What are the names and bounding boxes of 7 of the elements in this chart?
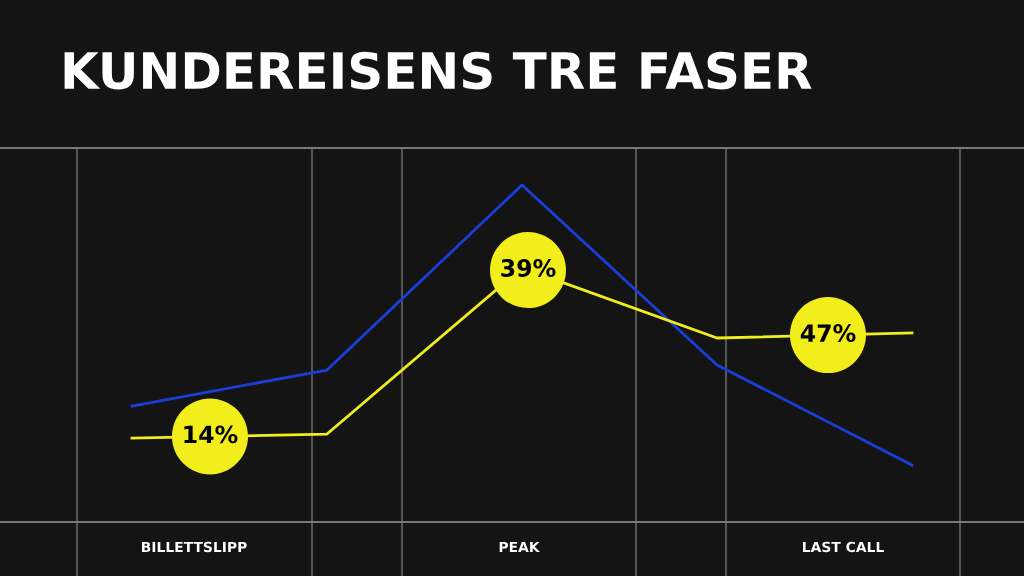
chart-title: KUNDEREISENS TRE FASER bbox=[64, 51, 812, 90]
annotation: 14% bbox=[184, 425, 238, 444]
text: BILLETTSLIPP bbox=[141, 541, 247, 553]
text: PEAK bbox=[499, 541, 541, 553]
annotation: 39% bbox=[501, 259, 556, 277]
text: LAST CALL bbox=[803, 541, 884, 553]
annotation: 47% bbox=[800, 324, 856, 342]
